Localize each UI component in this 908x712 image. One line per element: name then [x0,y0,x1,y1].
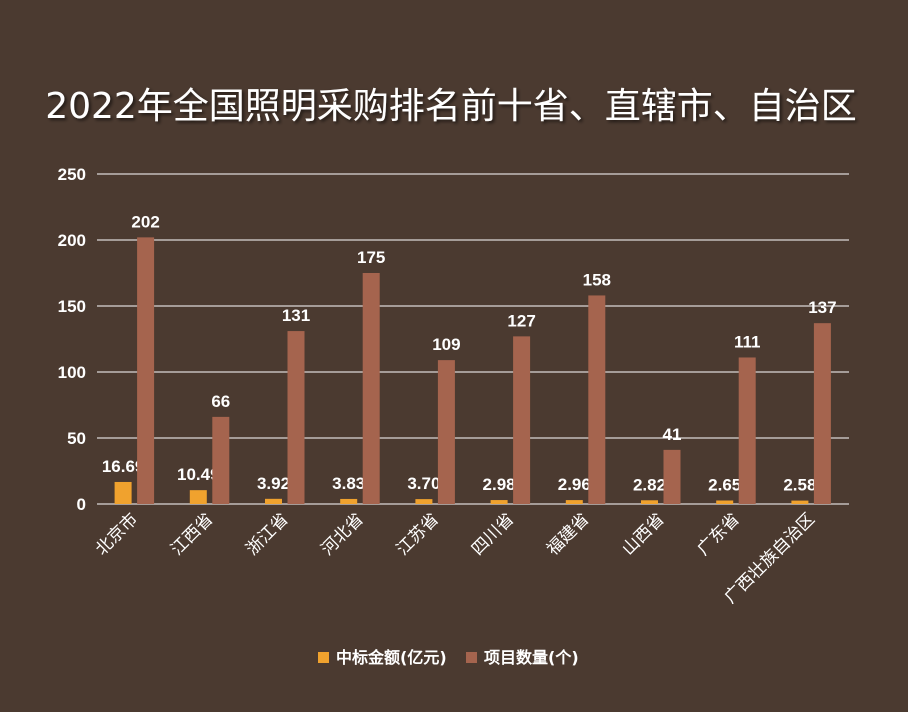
chart-title: 2022年全国照明采购排名前十省、直辖市、自治区 [45,86,857,127]
data-label: 202 [131,212,159,231]
bar-count [738,357,756,504]
bar-count [437,360,455,504]
x-category-label: 江苏省 [393,509,443,559]
bar-amount [641,500,658,504]
bar-amount [490,500,508,504]
legend-label: 中标金额(亿元) [336,648,447,667]
bar-amount [565,500,583,504]
x-category-label: 河北省 [318,509,368,559]
data-label: 111 [734,332,761,351]
bar-count [212,416,230,504]
x-category-label: 江西省 [167,509,217,559]
data-label: 2.58 [783,476,816,495]
x-category-label: 福建省 [543,509,593,559]
data-label: 137 [808,298,836,317]
bar-amount [716,500,734,504]
bar-count [137,237,155,505]
y-tick-label: 150 [58,297,86,316]
bar-amount [189,490,207,504]
data-label: 109 [432,335,460,354]
data-label: 3.92 [257,474,290,493]
y-tick-label: 100 [58,363,86,382]
data-label: 3.70 [407,474,440,493]
bar-amount [114,481,132,504]
data-label: 16.69 [102,457,145,476]
data-label: 66 [211,392,230,411]
data-label: 2.96 [558,475,591,494]
x-category-label: 山西省 [618,509,668,559]
legend-swatch [318,652,329,663]
data-label: 3.83 [332,474,365,493]
legend-swatch [466,652,477,663]
bar-count [588,295,606,504]
data-label: 158 [583,270,611,289]
bar-count [813,323,831,504]
x-category-label: 广东省 [694,509,744,559]
data-label: 2.65 [708,476,741,495]
x-category-label: 四川省 [468,509,518,559]
data-label: 127 [507,311,535,330]
bar-amount [340,498,358,504]
data-label: 2.98 [483,475,516,494]
legend: 中标金额(亿元) 项目数量(个) [318,648,579,667]
y-tick-label: 250 [58,165,86,184]
data-label: 131 [282,306,310,325]
data-label: 10.49 [177,465,220,484]
y-tick-label: 0 [77,495,86,514]
y-tick-label: 50 [67,429,86,448]
data-label: 2.82 [633,475,666,494]
bar-count [663,449,681,504]
legend-label: 项目数量(个) [484,648,579,667]
bar-count [513,336,531,504]
bar-amount [791,500,809,504]
x-category-label: 北京市 [92,509,142,559]
bar-amount [415,499,433,504]
data-label: 41 [663,425,682,444]
bar-count [362,273,380,504]
x-category-label: 浙江省 [242,509,292,559]
bar-count [287,331,305,504]
data-label: 175 [357,248,385,267]
y-tick-label: 200 [58,231,86,250]
bar-amount [265,498,282,504]
